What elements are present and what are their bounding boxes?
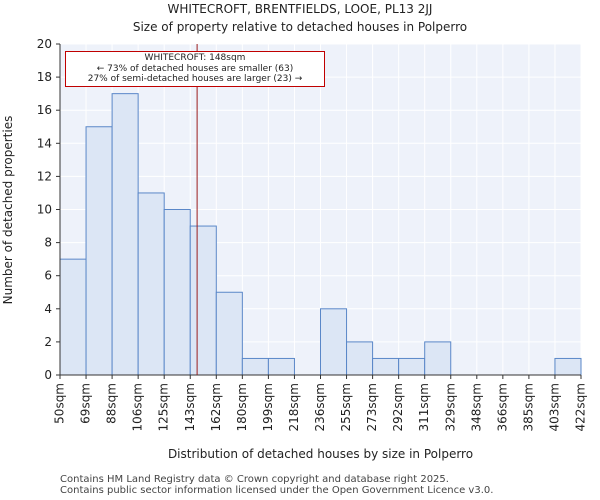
histogram-bar (111, 93, 139, 376)
x-tick-label: 255sqm (339, 383, 353, 431)
x-tick-label: 329sqm (443, 383, 457, 431)
histogram-bar (215, 291, 243, 376)
y-tick-label: 0 (44, 368, 52, 382)
histogram-bar (85, 126, 113, 376)
x-tick-label: 292sqm (391, 383, 405, 431)
x-tick-label: 106sqm (131, 383, 145, 431)
x-tick-label: 199sqm (261, 383, 275, 431)
histogram-bar (241, 357, 269, 376)
x-tick-label: 366sqm (495, 383, 509, 431)
x-tick-label: 273sqm (365, 383, 379, 431)
y-tick-label: 18 (37, 70, 52, 84)
histogram-bar (163, 209, 191, 376)
annotation-line-1: WHITECROFT: 148sqm (144, 53, 246, 63)
chart-subtitle: Size of property relative to detached ho… (132, 20, 468, 34)
histogram-bar (189, 225, 217, 376)
y-tick-label: 20 (37, 37, 52, 51)
y-tick-label: 2 (44, 335, 52, 349)
x-tick-label: 422sqm (574, 383, 588, 431)
x-tick-label: 143sqm (183, 383, 197, 431)
y-tick-label: 8 (44, 236, 52, 250)
histogram-bar (59, 258, 87, 376)
x-tick-label: 348sqm (469, 383, 483, 431)
x-tick-label: 385sqm (521, 383, 535, 431)
y-tick-label: 6 (44, 269, 52, 283)
y-tick-label: 12 (37, 169, 52, 183)
x-tick-label: 311sqm (417, 383, 431, 431)
histogram-bar (320, 308, 348, 376)
annotation-line-3: 27% of semi-detached houses are larger (… (87, 74, 303, 84)
x-tick-label: 162sqm (209, 383, 223, 431)
chart-title: WHITECROFT, BRENTFIELDS, LOOE, PL13 2JJ (167, 2, 433, 16)
x-tick-label: 236sqm (313, 383, 327, 431)
marker-annotation: WHITECROFT: 148sqm ← 73% of detached hou… (65, 51, 325, 87)
x-tick-label: 180sqm (235, 383, 249, 431)
histogram-bar (424, 341, 452, 376)
annotation-line-2: ← 73% of detached houses are smaller (63… (96, 63, 294, 74)
histogram-bar (267, 357, 295, 376)
histogram-bar (137, 192, 165, 376)
x-tick-label: 88sqm (105, 383, 119, 424)
x-tick-label: 218sqm (287, 383, 301, 431)
histogram-bar (554, 357, 582, 376)
y-tick-label: 4 (44, 302, 52, 316)
y-axis-label: Number of detached properties (1, 115, 15, 305)
y-tick-label: 14 (37, 136, 52, 150)
histogram-bar (372, 357, 400, 376)
x-tick-label: 69sqm (79, 383, 93, 424)
footer-line-1: Contains HM Land Registry data © Crown c… (60, 474, 449, 485)
x-axis-label: Distribution of detached houses by size … (167, 447, 474, 461)
x-tick-label: 403sqm (547, 383, 561, 431)
histogram-bar (398, 357, 426, 376)
histogram-bar (346, 341, 374, 376)
y-tick-label: 10 (37, 203, 52, 217)
y-tick-label: 16 (37, 103, 52, 117)
x-tick-label: 125sqm (157, 383, 171, 431)
x-tick-label: 50sqm (53, 383, 67, 424)
footer-line-2: Contains public sector information licen… (60, 485, 494, 496)
